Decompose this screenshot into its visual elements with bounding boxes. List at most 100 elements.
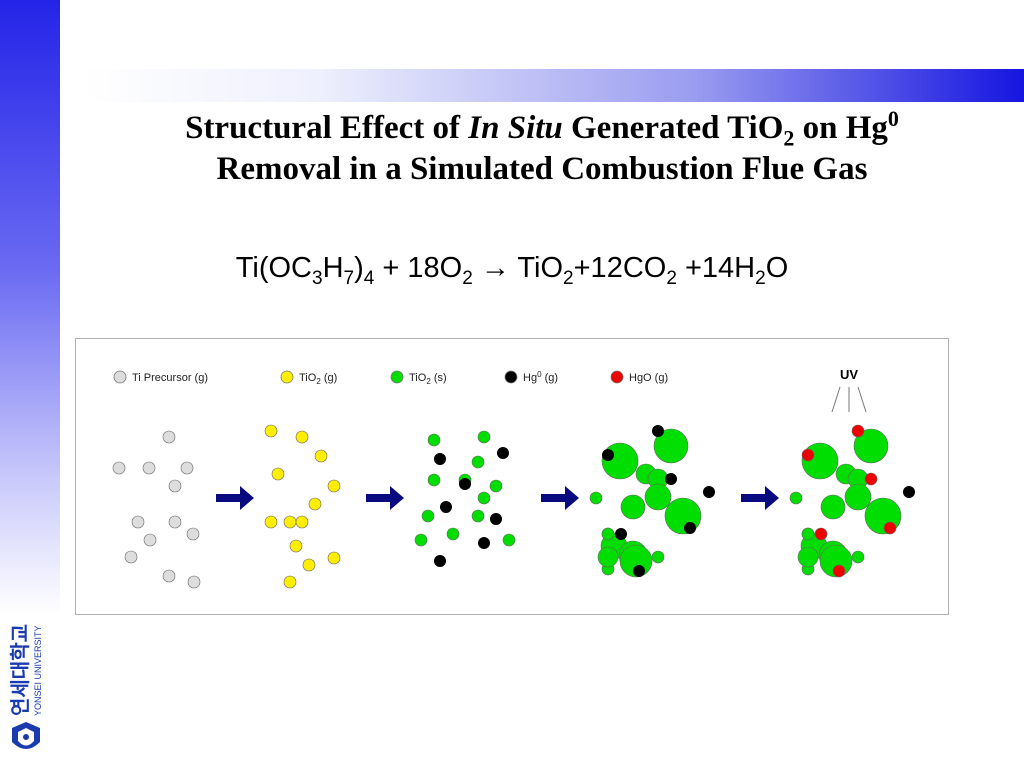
eq-s1: 3 bbox=[312, 267, 323, 289]
mechanism-figure: Ti Precursor (g) TiO2 (g) TiO2 (s) Hg0 (g) H… bbox=[75, 338, 949, 615]
title-sub: 2 bbox=[783, 125, 795, 151]
tio2-gas-particle-16 bbox=[327, 479, 341, 493]
eq-s6: 2 bbox=[666, 267, 677, 289]
agglomerate-particle-44 bbox=[601, 442, 639, 480]
hgo-particle-83 bbox=[851, 424, 865, 438]
precursor-particle-11 bbox=[187, 575, 201, 589]
tio2-solid-particle-35 bbox=[502, 533, 516, 547]
eq-t7: +14H bbox=[676, 252, 756, 284]
tio2-gas-particle-24 bbox=[283, 575, 297, 589]
title-sup: 0 bbox=[887, 106, 899, 131]
agglomerate-particle-59 bbox=[589, 491, 603, 505]
legend: Ti Precursor (g) TiO2 (g) TiO2 (s) Hg0 (g) H… bbox=[113, 370, 668, 386]
tio2-solid-particle-36 bbox=[414, 533, 428, 547]
logo-korean-text: 연세대학교 bbox=[8, 624, 32, 716]
eq-s7: 2 bbox=[755, 267, 766, 289]
tio2-solid-particle-32 bbox=[421, 509, 435, 523]
agglomerate-particle-49 bbox=[620, 494, 646, 520]
uv-agglomerate-particle-82 bbox=[789, 491, 803, 505]
hg-particle-37 bbox=[434, 453, 446, 465]
hg-remaining-particle-89 bbox=[903, 486, 915, 498]
agglomerate-particle-56 bbox=[601, 527, 615, 541]
hg-adsorbed-particle-65 bbox=[684, 522, 696, 534]
logo-english-text: YONSEI UNIVERSITY bbox=[33, 625, 43, 716]
agglomerate-particle-54 bbox=[597, 546, 619, 568]
precursor-particle-8 bbox=[143, 533, 157, 547]
tio2-solid-particle-33 bbox=[471, 509, 485, 523]
tio2-gas-particle-21 bbox=[289, 539, 303, 553]
process-arrow-3 bbox=[741, 486, 779, 510]
process-arrow-0 bbox=[216, 486, 254, 510]
precursor-particle-9 bbox=[124, 550, 138, 564]
hg-adsorbed-particle-62 bbox=[665, 473, 677, 485]
uv-agglomerate-particle-79 bbox=[801, 527, 815, 541]
hgo-particle-85 bbox=[864, 472, 878, 486]
tio2-solid-particle-34 bbox=[446, 527, 460, 541]
agglomerate-particle-57 bbox=[651, 550, 665, 564]
precursor-particle-0 bbox=[162, 430, 176, 444]
uv-agglomerate-particle-68 bbox=[853, 428, 889, 464]
hgo-particle-87 bbox=[883, 521, 897, 535]
uv-indicator: UV bbox=[831, 367, 867, 413]
legend-marker-3 bbox=[504, 370, 518, 384]
uv-label: UV bbox=[840, 367, 858, 382]
legend-label-1: TiO2 (g) bbox=[299, 372, 337, 386]
hgo-particle-84 bbox=[801, 448, 815, 462]
header-gradient-band bbox=[84, 69, 1024, 102]
tio2-gas-particle-19 bbox=[264, 515, 278, 529]
eq-t5: → TiO bbox=[472, 252, 564, 284]
tio2-solid-particle-31 bbox=[477, 491, 491, 505]
tio2-gas-particle-20 bbox=[295, 515, 309, 529]
hg-particle-39 bbox=[459, 478, 471, 490]
tio2-gas-particle-13 bbox=[295, 430, 309, 444]
title-italic: In Situ bbox=[468, 110, 563, 146]
tio2-solid-particle-30 bbox=[489, 479, 503, 493]
hg-adsorbed-particle-61 bbox=[602, 449, 614, 461]
hg-adsorbed-particle-60 bbox=[652, 425, 664, 437]
precursor-particle-10 bbox=[162, 569, 176, 583]
hg-particle-41 bbox=[490, 513, 502, 525]
precursor-particle-6 bbox=[168, 515, 182, 529]
legend-label-4: HgO (g) bbox=[629, 372, 668, 384]
tio2-solid-particle-26 bbox=[477, 430, 491, 444]
agglomerate-particle-48 bbox=[644, 483, 672, 511]
legend-marker-1 bbox=[280, 370, 294, 384]
uv-agglomerate-particle-77 bbox=[797, 546, 819, 568]
title-text-2: Generated TiO bbox=[562, 110, 784, 146]
reaction-equation: Ti(OC3H7)4 + 18O2 → TiO2+12CO2 +14H2O bbox=[0, 252, 1024, 288]
legend-label-3: Hg0 (g) bbox=[523, 370, 558, 384]
eq-t8: O bbox=[765, 252, 789, 284]
uv-ray-left bbox=[831, 386, 841, 413]
eq-s3: 4 bbox=[363, 267, 375, 289]
tio2-gas-particle-15 bbox=[271, 467, 285, 481]
title-line-2: Removal in a Simulated Combustion Flue G… bbox=[216, 151, 868, 187]
eq-t6: +12CO bbox=[573, 252, 667, 284]
tio2-gas-particle-17 bbox=[308, 497, 322, 511]
legend-label-2: TiO2 (s) bbox=[409, 372, 447, 386]
eq-t4: + 18O bbox=[374, 252, 463, 284]
tio2-gas-particle-22 bbox=[327, 551, 341, 565]
eq-t1: Ti(OC bbox=[235, 252, 312, 284]
particles bbox=[112, 424, 915, 589]
tio2-solid-particle-28 bbox=[427, 473, 441, 487]
hg-particle-43 bbox=[434, 555, 446, 567]
eq-t2: H bbox=[322, 252, 344, 284]
precursor-particle-2 bbox=[142, 461, 156, 475]
process-arrow-1 bbox=[366, 486, 404, 510]
uv-ray-right bbox=[857, 386, 867, 413]
sidebar-gradient bbox=[0, 0, 60, 768]
precursor-particle-5 bbox=[131, 515, 145, 529]
title-text-3: on Hg bbox=[794, 110, 888, 146]
legend-marker-2 bbox=[390, 370, 404, 384]
eq-s5: 2 bbox=[563, 267, 574, 289]
legend-marker-4 bbox=[610, 370, 624, 384]
tio2-gas-particle-14 bbox=[314, 449, 328, 463]
agglomerate-particle-45 bbox=[653, 428, 689, 464]
tio2-solid-particle-27 bbox=[471, 455, 485, 469]
tio2-solid-particle-25 bbox=[427, 433, 441, 447]
hg-adsorbed-particle-66 bbox=[633, 565, 645, 577]
process-arrows bbox=[216, 486, 779, 510]
process-arrow-2 bbox=[541, 486, 579, 510]
legend-label-0: Ti Precursor (g) bbox=[132, 372, 208, 384]
precursor-particle-1 bbox=[112, 461, 126, 475]
